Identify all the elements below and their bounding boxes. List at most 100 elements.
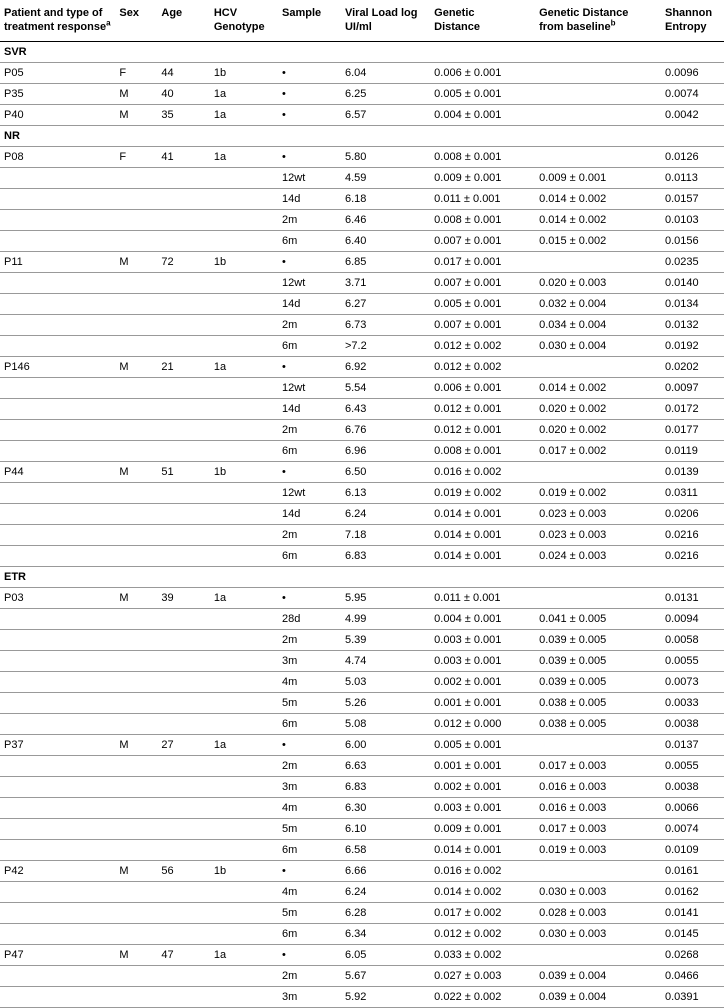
cell-gdb: 0.023 ± 0.003 xyxy=(535,524,661,545)
table-row: P35M401a•6.250.005 ± 0.0010.0074 xyxy=(0,83,724,104)
cell-age xyxy=(157,167,209,188)
cell-sex xyxy=(115,965,157,986)
cell-age xyxy=(157,398,209,419)
cell-shannon: 0.0066 xyxy=(661,797,724,818)
table-row: 6m6.830.014 ± 0.0010.024 ± 0.0030.0216 xyxy=(0,545,724,566)
table-row: 6m6.580.014 ± 0.0010.019 ± 0.0030.0109 xyxy=(0,839,724,860)
cell-age xyxy=(157,230,209,251)
data-table: Patient and type oftreatment responsea S… xyxy=(0,0,724,1008)
cell-gd: 0.016 ± 0.002 xyxy=(430,461,535,482)
table-row: 6m6.960.008 ± 0.0010.017 ± 0.0020.0119 xyxy=(0,440,724,461)
cell-sex: M xyxy=(115,944,157,965)
cell-sex xyxy=(115,209,157,230)
cell-genotype: 1a xyxy=(210,734,278,755)
cell-sex: M xyxy=(115,734,157,755)
cell-sex xyxy=(115,629,157,650)
cell-age xyxy=(157,440,209,461)
table-row: 4m6.240.014 ± 0.0020.030 ± 0.0030.0162 xyxy=(0,881,724,902)
cell-gdb: 0.024 ± 0.003 xyxy=(535,545,661,566)
cell-shannon: 0.0177 xyxy=(661,419,724,440)
cell-sex xyxy=(115,524,157,545)
cell-age xyxy=(157,377,209,398)
cell-age xyxy=(157,293,209,314)
cell-gdb: 0.034 ± 0.004 xyxy=(535,314,661,335)
cell-shannon: 0.0216 xyxy=(661,545,724,566)
cell-sex xyxy=(115,272,157,293)
cell-shannon: 0.0162 xyxy=(661,881,724,902)
table-row: 2m6.460.008 ± 0.0010.014 ± 0.0020.0103 xyxy=(0,209,724,230)
cell-gdb: 0.023 ± 0.003 xyxy=(535,503,661,524)
cell-shannon: 0.0145 xyxy=(661,923,724,944)
cell-patient xyxy=(0,230,115,251)
cell-sample: 14d xyxy=(278,398,341,419)
cell-genotype xyxy=(210,881,278,902)
cell-sex: F xyxy=(115,146,157,167)
table-row: 14d6.180.011 ± 0.0010.014 ± 0.0020.0157 xyxy=(0,188,724,209)
cell-age xyxy=(157,314,209,335)
cell-genotype xyxy=(210,503,278,524)
cell-viral: 6.30 xyxy=(341,797,430,818)
cell-age: 40 xyxy=(157,83,209,104)
cell-patient xyxy=(0,293,115,314)
cell-genotype xyxy=(210,608,278,629)
cell-sex: M xyxy=(115,104,157,125)
cell-sex xyxy=(115,440,157,461)
cell-gd: 0.002 ± 0.001 xyxy=(430,671,535,692)
cell-age xyxy=(157,545,209,566)
cell-viral: 6.24 xyxy=(341,881,430,902)
cell-sample: 2m xyxy=(278,209,341,230)
cell-sample: • xyxy=(278,461,341,482)
cell-viral: 3.71 xyxy=(341,272,430,293)
cell-shannon: 0.0157 xyxy=(661,188,724,209)
cell-shannon: 0.0311 xyxy=(661,482,724,503)
cell-gdb xyxy=(535,587,661,608)
cell-genotype xyxy=(210,524,278,545)
cell-patient xyxy=(0,902,115,923)
cell-age xyxy=(157,188,209,209)
cell-patient xyxy=(0,965,115,986)
cell-sex xyxy=(115,776,157,797)
cell-gd: 0.014 ± 0.001 xyxy=(430,524,535,545)
cell-age xyxy=(157,881,209,902)
cell-genotype xyxy=(210,419,278,440)
cell-viral: 6.40 xyxy=(341,230,430,251)
cell-shannon: 0.0140 xyxy=(661,272,724,293)
cell-gd: 0.022 ± 0.002 xyxy=(430,986,535,1007)
table-row: 6m6.340.012 ± 0.0020.030 ± 0.0030.0145 xyxy=(0,923,724,944)
cell-shannon: 0.0038 xyxy=(661,713,724,734)
cell-sex xyxy=(115,230,157,251)
cell-gd: 0.003 ± 0.001 xyxy=(430,797,535,818)
cell-genotype xyxy=(210,167,278,188)
group-label: SVR xyxy=(0,41,724,62)
cell-viral: 6.18 xyxy=(341,188,430,209)
cell-gd: 0.017 ± 0.002 xyxy=(430,902,535,923)
cell-gd: 0.014 ± 0.001 xyxy=(430,839,535,860)
cell-sex xyxy=(115,839,157,860)
cell-genotype xyxy=(210,482,278,503)
cell-shannon: 0.0055 xyxy=(661,650,724,671)
cell-sample: 6m xyxy=(278,713,341,734)
cell-gd: 0.011 ± 0.001 xyxy=(430,587,535,608)
cell-age: 51 xyxy=(157,461,209,482)
cell-genotype: 1b xyxy=(210,251,278,272)
table-row: 2m5.390.003 ± 0.0010.039 ± 0.0050.0058 xyxy=(0,629,724,650)
cell-sex xyxy=(115,692,157,713)
cell-gd: 0.012 ± 0.001 xyxy=(430,398,535,419)
cell-sample: 4m xyxy=(278,797,341,818)
table-row: P05F441b•6.040.006 ± 0.0010.0096 xyxy=(0,62,724,83)
cell-viral: 6.96 xyxy=(341,440,430,461)
cell-gd: 0.012 ± 0.000 xyxy=(430,713,535,734)
cell-sex xyxy=(115,755,157,776)
cell-sample: 12wt xyxy=(278,167,341,188)
cell-sample: 14d xyxy=(278,503,341,524)
cell-shannon: 0.0202 xyxy=(661,356,724,377)
cell-gdb: 0.032 ± 0.004 xyxy=(535,293,661,314)
cell-gdb: 0.030 ± 0.004 xyxy=(535,335,661,356)
cell-shannon: 0.0109 xyxy=(661,839,724,860)
cell-sample: • xyxy=(278,734,341,755)
cell-sample: 6m xyxy=(278,335,341,356)
cell-viral: >7.2 xyxy=(341,335,430,356)
header-patient: Patient and type oftreatment responsea xyxy=(0,0,115,41)
cell-age: 35 xyxy=(157,104,209,125)
cell-shannon: 0.0038 xyxy=(661,776,724,797)
